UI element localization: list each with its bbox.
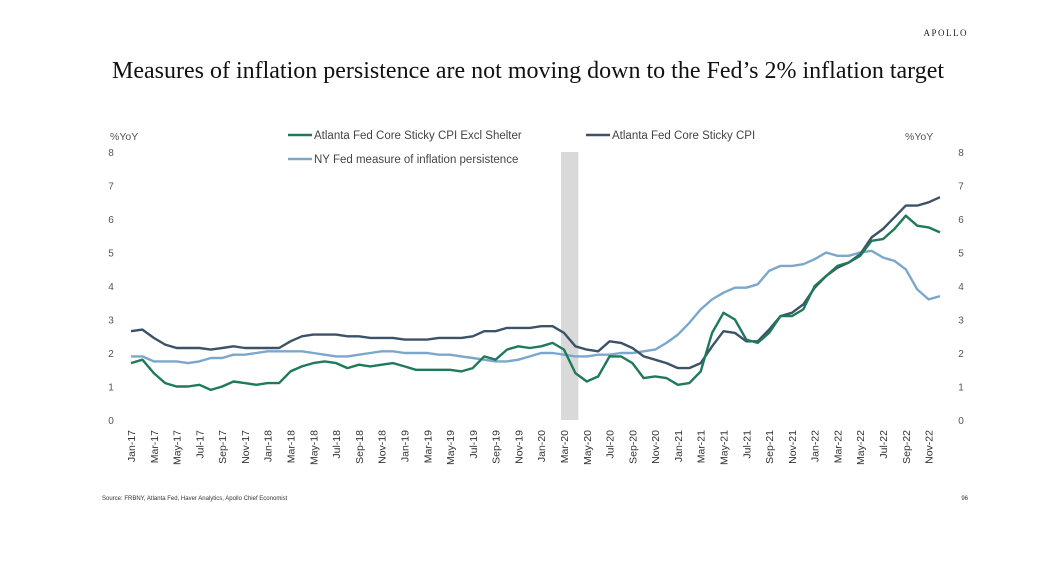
x-tick-label: Sep-19 bbox=[491, 430, 503, 464]
y-tick-left: 6 bbox=[108, 215, 114, 226]
y-tick-right: 1 bbox=[958, 383, 964, 394]
y-tick-left: 3 bbox=[108, 316, 114, 327]
x-tick-label: Jan-21 bbox=[673, 430, 685, 462]
x-tick-label: May-22 bbox=[855, 430, 867, 465]
x-tick-label: Jul-20 bbox=[605, 430, 617, 459]
x-tick-label: Jul-21 bbox=[741, 430, 753, 459]
x-tick-label: Jan-22 bbox=[810, 430, 822, 462]
x-tick-label: Nov-22 bbox=[924, 430, 936, 464]
page-number: 96 bbox=[961, 496, 968, 502]
y-tick-right: 6 bbox=[958, 215, 964, 226]
x-tick-label: May-19 bbox=[445, 430, 457, 465]
x-tick-label: May-20 bbox=[582, 430, 594, 465]
y-tick-left: 1 bbox=[108, 383, 114, 394]
y-tick-left: 8 bbox=[108, 148, 114, 159]
x-tick-label: Sep-17 bbox=[217, 430, 229, 464]
x-tick-label: Nov-19 bbox=[513, 430, 525, 464]
y-axis-left: 0 1 2 3 4 5 6 7 8 bbox=[108, 148, 114, 427]
y-tick-left: 2 bbox=[108, 349, 114, 360]
x-tick-label: Jan-17 bbox=[126, 430, 138, 462]
x-tick-label: Nov-21 bbox=[787, 430, 799, 464]
legend-label-sticky-excl-shelter: Atlanta Fed Core Sticky CPI Excl Shelter bbox=[314, 130, 522, 142]
x-tick-label: Nov-17 bbox=[240, 430, 252, 464]
x-tick-label: Mar-20 bbox=[559, 430, 571, 463]
recession-shading bbox=[560, 152, 579, 420]
x-tick-label: Mar-22 bbox=[832, 430, 844, 463]
series-lines bbox=[130, 196, 941, 392]
y-tick-right: 7 bbox=[958, 182, 964, 193]
source-note: Source: FRBNY, Atlanta Fed, Haver Analyt… bbox=[102, 496, 288, 502]
y-tick-right: 0 bbox=[958, 416, 964, 427]
y-tick-left: 4 bbox=[108, 282, 114, 293]
x-tick-label: Sep-21 bbox=[764, 430, 776, 464]
x-tick-label: May-18 bbox=[308, 430, 320, 465]
legend-label-ny-fed: NY Fed measure of inflation persistence bbox=[314, 154, 518, 166]
y-tick-right: 5 bbox=[958, 249, 964, 260]
y-tick-left: 5 bbox=[108, 249, 114, 260]
series-line-1 bbox=[130, 196, 941, 370]
y-tick-right: 8 bbox=[958, 148, 964, 159]
x-tick-label: Mar-19 bbox=[422, 430, 434, 463]
y-tick-left: 0 bbox=[108, 416, 114, 427]
series-line-0 bbox=[130, 214, 941, 392]
x-tick-label: Nov-20 bbox=[650, 430, 662, 464]
x-tick-label: Jan-20 bbox=[536, 430, 548, 462]
x-tick-label: Jul-22 bbox=[878, 430, 890, 459]
y-axis-label-right: %YoY bbox=[905, 131, 933, 143]
x-tick-label: Jan-19 bbox=[399, 430, 411, 462]
chart-title: Measures of inflation persistence are no… bbox=[111, 58, 945, 84]
y-tick-right: 3 bbox=[958, 316, 964, 327]
y-tick-right: 2 bbox=[958, 349, 964, 360]
series-line-2 bbox=[131, 249, 941, 365]
y-tick-right: 4 bbox=[958, 282, 964, 293]
x-tick-label: Jan-18 bbox=[263, 430, 275, 462]
x-tick-label: Jul-19 bbox=[468, 430, 480, 459]
x-tick-label: Mar-21 bbox=[696, 430, 708, 463]
brand-logo: APOLLO bbox=[923, 28, 968, 38]
x-tick-label: Mar-17 bbox=[149, 430, 161, 463]
x-axis: Jan-17 Mar-17 May-17 Jul-17 Sep-17 Nov-17 Jan-… bbox=[126, 430, 936, 465]
x-tick-label: Sep-18 bbox=[354, 430, 366, 464]
x-tick-label: Jul-18 bbox=[331, 430, 343, 459]
x-tick-label: Jul-17 bbox=[194, 430, 206, 459]
x-tick-label: Mar-18 bbox=[286, 430, 298, 463]
x-tick-label: May-17 bbox=[172, 430, 184, 465]
legend: Atlanta Fed Core Sticky CPI Excl Shelter… bbox=[288, 130, 755, 166]
x-tick-label: Sep-20 bbox=[627, 430, 639, 464]
x-tick-label: May-21 bbox=[719, 430, 731, 465]
legend-label-sticky-cpi: Atlanta Fed Core Sticky CPI bbox=[612, 130, 755, 142]
y-axis-label-left: %YoY bbox=[110, 131, 138, 143]
y-axis-right: 0 1 2 3 4 5 6 7 8 bbox=[958, 148, 964, 427]
x-tick-label: Sep-22 bbox=[901, 430, 913, 464]
x-tick-label: Nov-18 bbox=[377, 430, 389, 464]
y-tick-left: 7 bbox=[108, 182, 114, 193]
